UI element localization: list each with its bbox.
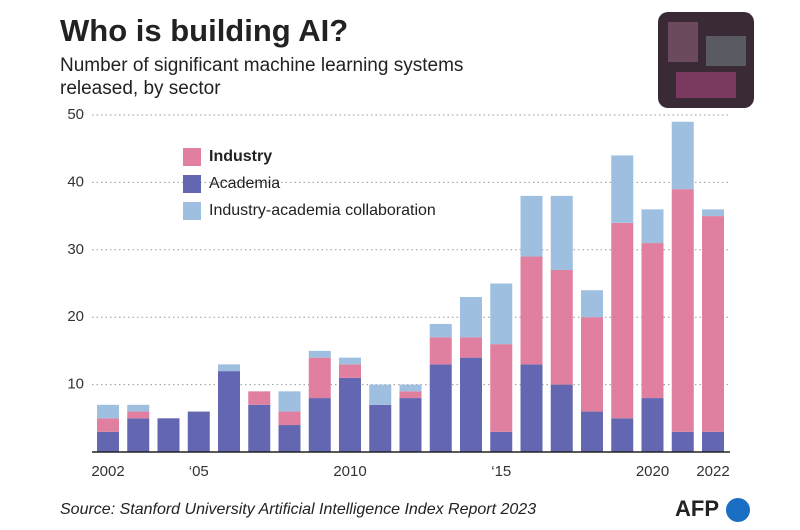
bar-segment [97,418,119,432]
legend-swatch [183,202,201,220]
y-tick-label: 20 [67,308,84,325]
bar-segment [490,283,513,345]
bar-segment [611,222,634,419]
bar-segment [611,418,634,452]
bar-segment [157,418,180,452]
bar-segment [248,404,271,452]
bar-segment [581,411,603,452]
bar-segment [460,357,482,452]
bar-segment [581,317,603,412]
x-tick-label: ‘05 [189,463,209,480]
bar-segment [550,195,573,271]
y-tick-label: 10 [67,376,84,393]
logo-dot [726,498,750,522]
legend-swatch [183,148,201,166]
bar-segment [127,418,150,452]
x-tick-label: 2022 [696,463,729,480]
bar-segment [369,384,392,405]
bar-segment [97,431,119,452]
subtitle: Number of significant machine learning s… [60,55,463,76]
bar-segment [520,364,543,452]
photo [658,12,754,108]
bar-segment [429,337,452,365]
bar-segment [399,398,422,452]
bar-segment [339,377,361,452]
y-tick-label: 50 [67,106,84,123]
bar-segment [490,344,513,432]
bar-segment [611,155,634,223]
bar-segment [278,425,301,452]
bar-segment [671,431,694,452]
legend-label: Industry [209,148,272,165]
bar-segment [460,296,482,338]
bar-segment [520,256,543,365]
bar-segment [399,384,422,392]
bar-segment [550,270,573,385]
bar-segment [308,357,331,399]
bar-segment [127,411,150,419]
credit: AFP [675,496,719,521]
bar-segment [278,411,301,426]
bar-segment [339,357,361,365]
bar-segment [369,404,392,452]
bar-segment [187,411,210,452]
bar-segment [490,431,513,452]
bar-segment [308,350,331,358]
source: Source: Stanford University Artificial I… [60,501,536,518]
bar-segment [702,431,724,452]
bar-segment [581,290,603,318]
bar-segment [218,364,240,372]
bar-segment [218,371,240,452]
bar-segment [429,364,452,452]
legend-label: Academia [209,175,280,192]
x-tick-label: ‘15 [491,463,511,480]
bar-segment [278,391,301,412]
bar-segment [460,337,482,358]
y-tick-label: 30 [67,241,84,258]
bar-segment [702,209,724,217]
bar-segment [97,404,119,419]
bar-segment [308,398,331,452]
bar-segment [550,384,573,452]
bar-segment [641,209,664,244]
legend-label: Industry-academia collaboration [209,202,436,219]
bar-segment [339,364,361,378]
bar-segment [429,323,452,338]
bar-segment [641,398,664,452]
bar-segment [671,121,694,190]
bar-segment [702,216,724,432]
bar-segment [399,391,422,399]
x-tick-label: 2020 [636,463,669,480]
bar-segment [671,189,694,432]
bar-segment [520,195,543,257]
x-tick-label: 2002 [91,463,124,480]
subtitle: released, by sector [60,78,221,99]
bar-segment [641,243,664,399]
x-tick-label: 2010 [333,463,366,480]
y-tick-label: 40 [67,173,84,190]
legend-swatch [183,175,201,193]
bar-segment [248,391,271,405]
chart-title: Who is building AI? [60,13,348,48]
bar-segment [127,404,150,412]
